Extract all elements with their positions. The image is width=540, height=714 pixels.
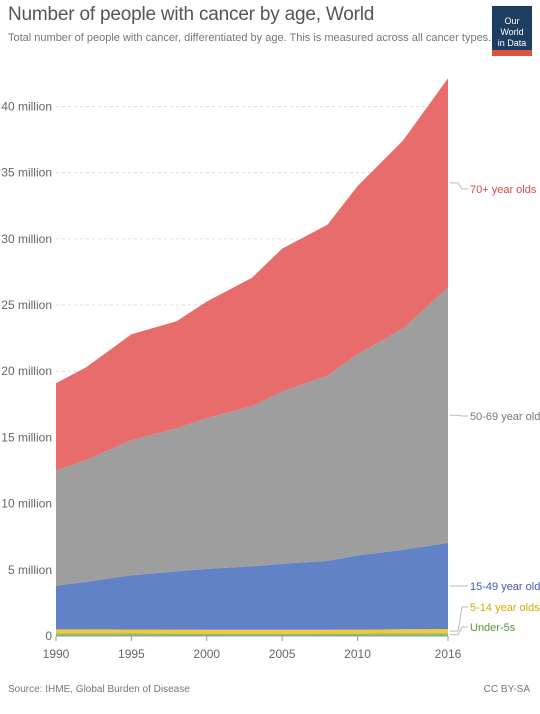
legend-connector <box>450 606 468 632</box>
y-tick-label: 25 million <box>1 298 52 312</box>
legend-label-15-49-year-olds: 15-49 year olds <box>470 581 540 593</box>
logo-line-1: Our World <box>500 16 524 37</box>
legend-label-70-year-olds: 70+ year olds <box>470 184 537 196</box>
y-tick-label: 0 <box>45 629 52 643</box>
legend-layer: Under-5s 5-14 year olds 15-49 year olds 50-… <box>450 182 540 636</box>
legend-label-5-14-year-olds: 5-14 year olds <box>470 602 540 614</box>
logo-line-2: in Data <box>497 38 527 48</box>
x-tick-label: 1995 <box>118 647 145 661</box>
y-tick-label: 35 million <box>1 166 52 180</box>
owid-logo[interactable]: Our World in Data <box>492 6 532 56</box>
chart-subtitle: Total number of people with cancer, diff… <box>8 32 492 44</box>
logo-accent-bar <box>492 50 532 56</box>
legend-connector <box>450 626 468 636</box>
legend-connector <box>450 414 468 417</box>
area-50-69-year-olds <box>56 287 448 586</box>
x-tick-label: 2016 <box>435 647 462 661</box>
area-5-14-year-olds <box>56 629 448 634</box>
y-tick-label: 30 million <box>1 232 52 246</box>
x-tick-label: 2005 <box>269 647 296 661</box>
area-15-49-year-olds <box>56 542 448 630</box>
legend-connector <box>450 182 468 190</box>
y-tick-label: 40 million <box>1 99 52 113</box>
x-tick-label: 1990 <box>43 647 70 661</box>
chart-title: Number of people with cancer by age, Wor… <box>8 4 375 25</box>
y-tick-label: 20 million <box>1 364 52 378</box>
y-tick-label: 15 million <box>1 430 52 444</box>
x-tick-label: 2010 <box>344 647 371 661</box>
legend-label-under-5s: Under-5s <box>470 622 516 634</box>
area-70-year-olds <box>56 78 448 471</box>
legend-label-50-69-year-olds: 50-69 year olds <box>470 411 540 423</box>
area-layer <box>56 78 448 636</box>
x-tick-label: 2000 <box>193 647 220 661</box>
area-under-5s <box>56 633 448 636</box>
y-tick-label: 10 million <box>1 497 52 511</box>
license-note[interactable]: CC BY-SA <box>483 684 530 695</box>
axis-layer: 0 5 million 10 million 15 million 20 million… <box>1 99 461 661</box>
y-tick-label: 5 million <box>8 563 52 577</box>
source-note[interactable]: Source: IHME, Global Burden of Disease <box>8 684 190 695</box>
